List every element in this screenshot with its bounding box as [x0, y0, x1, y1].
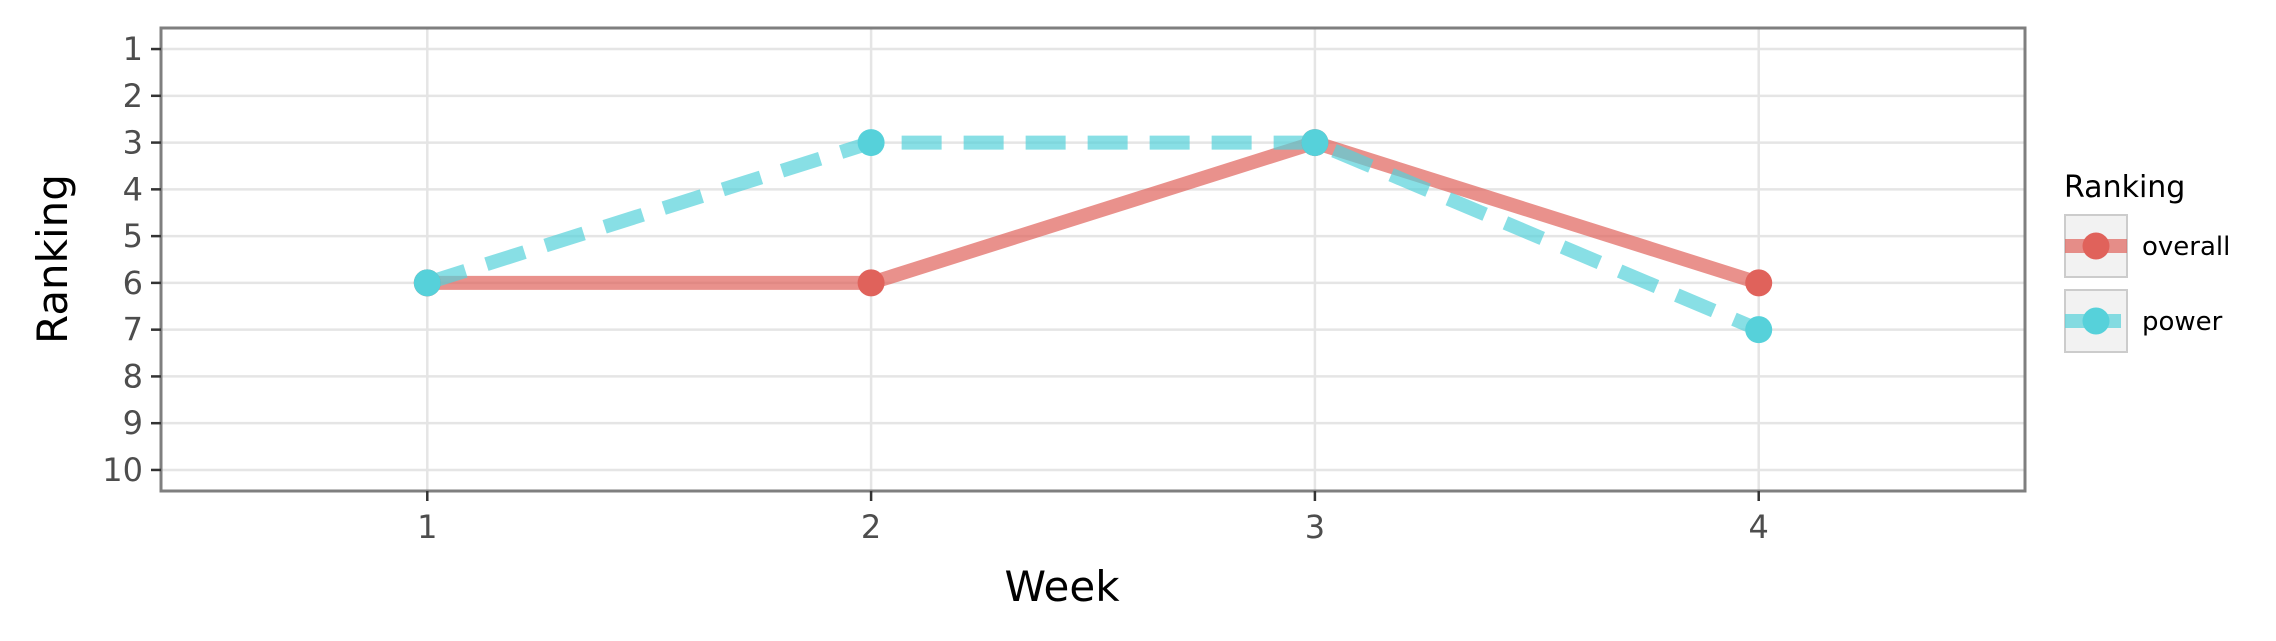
- y-tick-label: 5: [123, 217, 143, 255]
- axis-ticks: [151, 47, 1760, 501]
- legend-item-power: power: [2064, 289, 2223, 353]
- plot-border: [159, 26, 2027, 493]
- y-tick-label: 7: [123, 311, 143, 349]
- legend-label: overall: [2142, 232, 2230, 262]
- legend-item-overall: overall: [2064, 214, 2230, 278]
- y-axis-title: Ranking: [28, 174, 77, 344]
- y-tick-label: 9: [123, 404, 143, 442]
- y-tick-label: 2: [123, 77, 143, 115]
- x-axis-title: Week: [1004, 562, 1120, 611]
- y-tick-label: 6: [123, 264, 143, 302]
- series-lines: [425, 135, 1762, 337]
- y-tick-label: 8: [123, 357, 143, 395]
- tick-labels: 1 2 3 4 5 6 7 8 9 10 1 2 3 4: [102, 30, 1769, 546]
- x-tick-label: 4: [1749, 508, 1769, 546]
- x-tick-label: 3: [1305, 508, 1325, 546]
- point-overall: [857, 269, 885, 297]
- plot-background: [161, 28, 2025, 491]
- legend-items: overall power: [2064, 214, 2230, 353]
- series-points: [413, 129, 1773, 344]
- y-tick-label: 4: [123, 170, 143, 208]
- x-tick-label: 2: [861, 508, 881, 546]
- point-power: [1301, 129, 1329, 157]
- y-tick-label: 10: [102, 451, 143, 489]
- series-line-overall: [427, 135, 1761, 290]
- legend-label: power: [2142, 307, 2223, 337]
- legend-key-point: [2082, 232, 2110, 260]
- y-tick-label: 3: [123, 124, 143, 162]
- legend-key-point: [2082, 307, 2110, 335]
- point-power: [413, 269, 441, 297]
- y-tick-label: 1: [123, 30, 143, 68]
- point-overall: [1745, 269, 1773, 297]
- point-power: [1745, 316, 1773, 344]
- x-tick-label: 1: [417, 508, 437, 546]
- point-power: [857, 129, 885, 157]
- series-line-power: [425, 135, 1762, 337]
- legend: Ranking overall power: [2064, 170, 2230, 353]
- legend-title: Ranking: [2064, 170, 2185, 205]
